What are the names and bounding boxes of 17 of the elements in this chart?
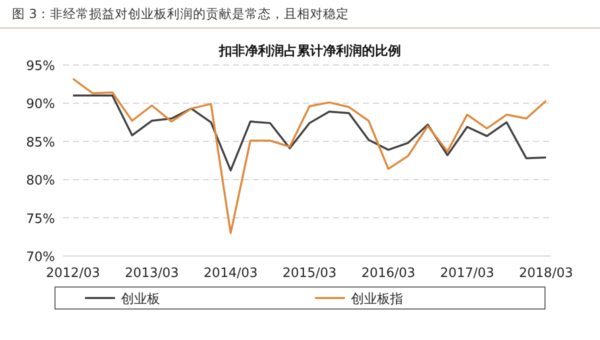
y-tick-label: 90% [26, 97, 55, 112]
chart-title: 图 3：非经常损益对创业板利润的贡献是常态，且相对稳定 [12, 6, 349, 21]
y-tick-label: 95% [26, 59, 55, 74]
x-tick-label: 2014/03 [204, 266, 258, 281]
x-tick-label: 2012/03 [46, 266, 100, 281]
legend-label: 创业板指 [351, 292, 403, 307]
x-tick-label: 2013/03 [124, 266, 179, 281]
legend-label: 创业板 [121, 292, 160, 307]
x-tick-label: 2018/03 [518, 266, 574, 281]
y-tick-label: 70% [26, 250, 55, 265]
chart-subtitle: 扣非净利润占累计净利润的比例 [218, 43, 401, 59]
y-tick-label: 85% [26, 135, 55, 150]
x-tick-label: 2017/03 [440, 266, 494, 281]
x-tick-label: 2015/03 [282, 266, 337, 281]
y-tick-label: 75% [26, 212, 55, 227]
x-tick-label: 2016/03 [361, 266, 416, 281]
y-tick-label: 80% [26, 174, 55, 189]
